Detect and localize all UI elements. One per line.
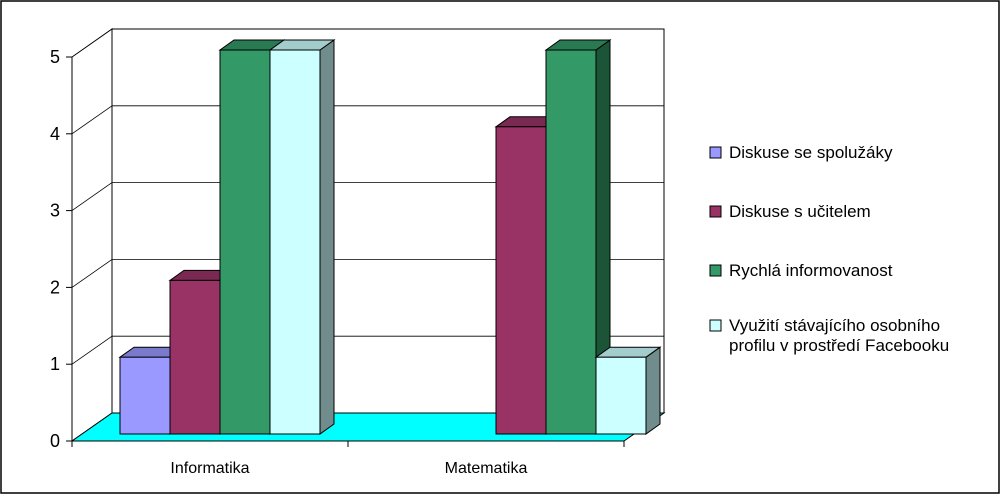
bar-side	[319, 39, 335, 435]
legend-label: Využití stávajícího osobního	[729, 316, 940, 335]
gridline-side	[71, 335, 113, 365]
bar-front	[169, 279, 221, 435]
bar-front	[595, 356, 647, 435]
bar-front	[219, 49, 271, 435]
legend-swatch	[709, 146, 722, 159]
gridline-side	[71, 105, 113, 135]
gridline-side	[71, 259, 113, 288]
legend-swatch	[709, 319, 722, 332]
bar	[544, 39, 612, 435]
bar	[594, 346, 662, 435]
x-tick-label: Matematika	[445, 460, 528, 477]
bar-front	[269, 49, 321, 435]
legend-label: Rychlá informovanost	[729, 261, 893, 280]
y-tick-label: 1	[50, 354, 60, 374]
bar	[268, 39, 336, 435]
bar-side	[645, 346, 661, 435]
legend-swatch	[709, 264, 722, 277]
legend: Diskuse se spolužáky Diskuse s učitelem Ry…	[709, 143, 949, 355]
bar-front	[119, 356, 171, 435]
plot-area: 0 1 2 3 4 5 Informatika Matematika	[50, 28, 666, 477]
y-tick-label: 2	[50, 277, 60, 297]
x-tick-label: Informatika	[170, 460, 249, 477]
side-wall	[71, 28, 113, 442]
bar-front	[545, 49, 597, 435]
gridline-side	[71, 182, 113, 211]
y-tick-label: 4	[50, 124, 60, 144]
legend-label: Diskuse s učitelem	[729, 202, 871, 221]
bar-front	[495, 126, 547, 435]
y-tick-label: 5	[50, 47, 60, 67]
legend-label: profilu v prostředí Facebooku	[729, 336, 949, 355]
y-tick-label: 3	[50, 201, 60, 221]
legend-swatch	[709, 205, 722, 218]
y-tick-label: 0	[50, 431, 60, 451]
legend-label: Diskuse se spolužáky	[729, 143, 893, 162]
